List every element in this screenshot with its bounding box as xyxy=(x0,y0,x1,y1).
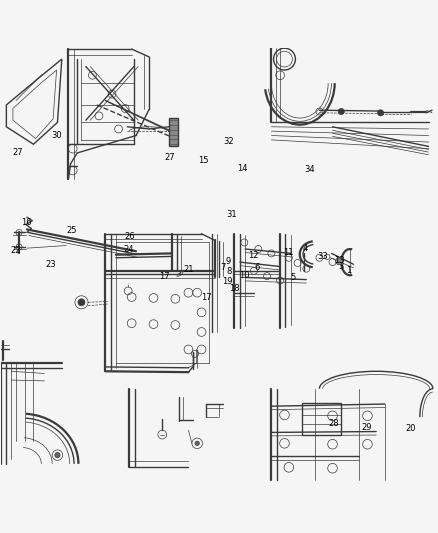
Text: 28: 28 xyxy=(328,419,339,428)
Text: 26: 26 xyxy=(124,232,135,241)
Circle shape xyxy=(336,258,343,265)
Text: 17: 17 xyxy=(159,272,170,281)
Polygon shape xyxy=(169,118,177,147)
Text: 27: 27 xyxy=(165,153,175,162)
Text: 15: 15 xyxy=(198,156,209,165)
Text: 25: 25 xyxy=(66,226,77,235)
Text: 30: 30 xyxy=(51,131,62,140)
Text: 6: 6 xyxy=(255,263,260,272)
Text: 4: 4 xyxy=(303,244,308,253)
Text: 23: 23 xyxy=(46,260,56,269)
Text: 29: 29 xyxy=(361,423,372,432)
Text: 11: 11 xyxy=(283,248,293,257)
Text: 34: 34 xyxy=(304,165,315,174)
Text: 27: 27 xyxy=(13,148,24,157)
Text: 16: 16 xyxy=(21,219,32,228)
Text: 5: 5 xyxy=(290,273,296,282)
Circle shape xyxy=(338,108,344,115)
Text: 31: 31 xyxy=(227,211,237,220)
Text: 20: 20 xyxy=(405,424,416,433)
Text: 1: 1 xyxy=(346,266,352,276)
Circle shape xyxy=(78,299,85,306)
Text: 19: 19 xyxy=(223,277,233,286)
Circle shape xyxy=(378,110,384,116)
Text: 22: 22 xyxy=(11,246,21,255)
Text: 33: 33 xyxy=(318,252,328,261)
Text: 32: 32 xyxy=(223,137,234,146)
Text: 17: 17 xyxy=(201,293,212,302)
Circle shape xyxy=(55,453,60,458)
Text: 13: 13 xyxy=(334,256,345,265)
Text: 14: 14 xyxy=(237,164,248,173)
Text: 18: 18 xyxy=(230,284,240,293)
Text: 9: 9 xyxy=(225,257,230,266)
Text: 7: 7 xyxy=(221,263,226,272)
Text: 3: 3 xyxy=(339,262,344,271)
Text: 21: 21 xyxy=(183,264,194,273)
Circle shape xyxy=(195,441,199,446)
Text: 8: 8 xyxy=(226,267,231,276)
Text: 24: 24 xyxy=(123,245,134,254)
Text: 12: 12 xyxy=(248,251,258,260)
Text: 10: 10 xyxy=(239,271,250,280)
